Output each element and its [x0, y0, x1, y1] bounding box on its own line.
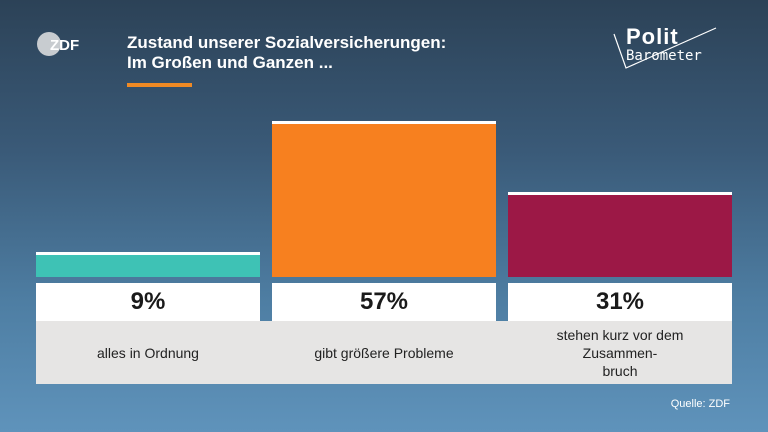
politbarometer-logo: Polit Barometer: [610, 22, 725, 74]
chart-title-line1: Zustand unserer Sozialversicherungen:: [127, 33, 447, 52]
zdf-logo-text: ZDF: [50, 37, 79, 54]
checkmark-icon: [613, 27, 717, 69]
source-note: Quelle: ZDF: [670, 398, 730, 410]
category-label-panel: [36, 321, 732, 384]
brand-line2: Barometer: [626, 48, 702, 64]
category-label-3: stehen kurz vor dem Zusammen- bruch: [556, 326, 684, 379]
category-label-2: gibt größere Probleme: [314, 344, 454, 361]
bar-3: [508, 192, 732, 277]
value-label-3: 31%: [508, 283, 732, 321]
title-accent-line: [127, 83, 192, 87]
value-label-2: 57%: [272, 283, 496, 321]
chart-title: Zustand unserer Sozialversicherungen: Im…: [127, 33, 446, 73]
chart-title-line2: Im Großen und Ganzen ...: [127, 53, 333, 72]
zdf-logo: ZDF: [37, 32, 79, 56]
bar-2: [272, 121, 496, 277]
bar-1: [36, 252, 260, 277]
brand-line1: Polit: [626, 24, 679, 49]
value-label-1: 9%: [36, 283, 260, 321]
category-label-1: alles in Ordnung: [97, 344, 199, 361]
